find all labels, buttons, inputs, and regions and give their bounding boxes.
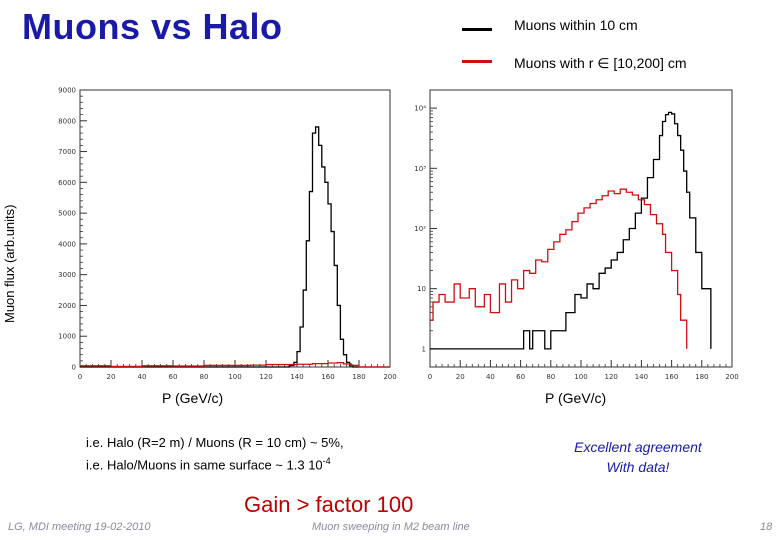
log-x-tick-label: 160 [665, 373, 678, 381]
linear-plot-frame [79, 89, 391, 368]
linear-series-muons-10-200cm [80, 362, 390, 368]
log-x-tick-label: 120 [605, 373, 618, 381]
log-x-tick-label: 140 [635, 373, 648, 381]
linear-x-tick-label: 180 [352, 373, 365, 381]
log-series-muons-within-10cm [430, 111, 712, 350]
linear-x-tick-label: 20 [107, 373, 116, 381]
linear-x-tick-label: 200 [383, 373, 396, 381]
x-axis-label-left: P (GeV/c) [162, 390, 224, 406]
log-y-tick-label: 10³ [414, 165, 426, 173]
agreement-line-2: With data! [606, 459, 670, 475]
log-y-tick-label: 1 [422, 345, 426, 353]
log-x-tick-label: 40 [486, 373, 495, 381]
page-number: 18 [760, 521, 773, 533]
halo-ratio-line-2-text: i.e. Halo/Muons in same surface ~ 1.3 10 [86, 457, 323, 473]
linear-momentum-histogram: 0 20 40 60 80 100 120 140 160 180 2000100020003000… [58, 87, 397, 382]
footer-left: LG, MDI meeting 19-02-2010 [8, 521, 151, 533]
log-y-tick-label: 10⁴ [414, 105, 426, 113]
linear-y-tick-label: 6000 [58, 179, 76, 187]
footer-center: Muon sweeping in M2 beam line [312, 521, 470, 533]
y-axis-label: Muon flux (arb.units) [2, 204, 17, 324]
linear-x-tick-label: 0 [78, 373, 82, 381]
linear-x-tick-label: 80 [200, 373, 209, 381]
gain-statement: Gain > factor 100 [244, 492, 414, 517]
log-momentum-histogram: 0 20 40 60 80 100 120 140 160 180 200 1 10 10² 10³ 10⁴ [414, 89, 739, 381]
legend-label-red: Muons with r ∈ [10,200] cm [514, 55, 687, 71]
linear-series-muons-within-10cm [80, 126, 390, 368]
linear-y-tick-label: 3000 [58, 271, 76, 279]
linear-y-tick-label: 2000 [58, 302, 76, 310]
linear-y-tick-label: 5000 [58, 210, 76, 218]
x-axis-label-right: P (GeV/c) [545, 390, 607, 406]
log-x-tick-label: 20 [456, 373, 465, 381]
halo-ratio-line-2: i.e. Halo/Muons in same surface ~ 1.3 10… [86, 452, 344, 474]
halo-ratio-exponent: -4 [322, 456, 331, 466]
log-x-tick-label: 60 [516, 373, 525, 381]
legend-label-black: Muons within 10 cm [514, 17, 638, 33]
linear-x-tick-label: 140 [290, 373, 303, 381]
linear-y-tick-label: 4000 [58, 240, 76, 248]
log-x-tick-label: 0 [428, 373, 432, 381]
linear-y-tick-label: 7000 [58, 148, 76, 156]
slide-title: Muons vs Halo [22, 6, 283, 47]
log-series-muons-10-200cm [430, 188, 688, 349]
log-y-tick-label: 10 [417, 285, 426, 293]
log-x-tick-label: 80 [546, 373, 555, 381]
agreement-line-1: Excellent agreement [574, 439, 702, 455]
log-x-tick-label: 180 [695, 373, 708, 381]
log-x-tick-label: 100 [574, 373, 587, 381]
linear-x-tick-label: 160 [321, 373, 334, 381]
linear-x-tick-label: 60 [169, 373, 178, 381]
linear-x-tick-label: 40 [138, 373, 147, 381]
log-x-tick-label: 200 [725, 373, 738, 381]
halo-ratio-line-1: i.e. Halo (R=2 m) / Muons (R = 10 cm) ~ … [86, 435, 344, 450]
linear-x-tick-label: 100 [228, 373, 241, 381]
linear-y-tick-label: 8000 [58, 117, 76, 125]
linear-y-tick-label: 1000 [58, 333, 76, 341]
linear-x-tick-label: 120 [259, 373, 272, 381]
log-y-tick-label: 10² [414, 225, 426, 233]
halo-ratio-note: i.e. Halo (R=2 m) / Muons (R = 10 cm) ~ … [86, 433, 344, 474]
linear-y-tick-label: 9000 [58, 87, 76, 95]
legend-swatch-red [462, 60, 492, 63]
legend-swatch-black [462, 28, 492, 31]
agreement-note: Excellent agreement With data! [548, 437, 728, 477]
linear-y-tick-label: 0 [72, 364, 76, 372]
